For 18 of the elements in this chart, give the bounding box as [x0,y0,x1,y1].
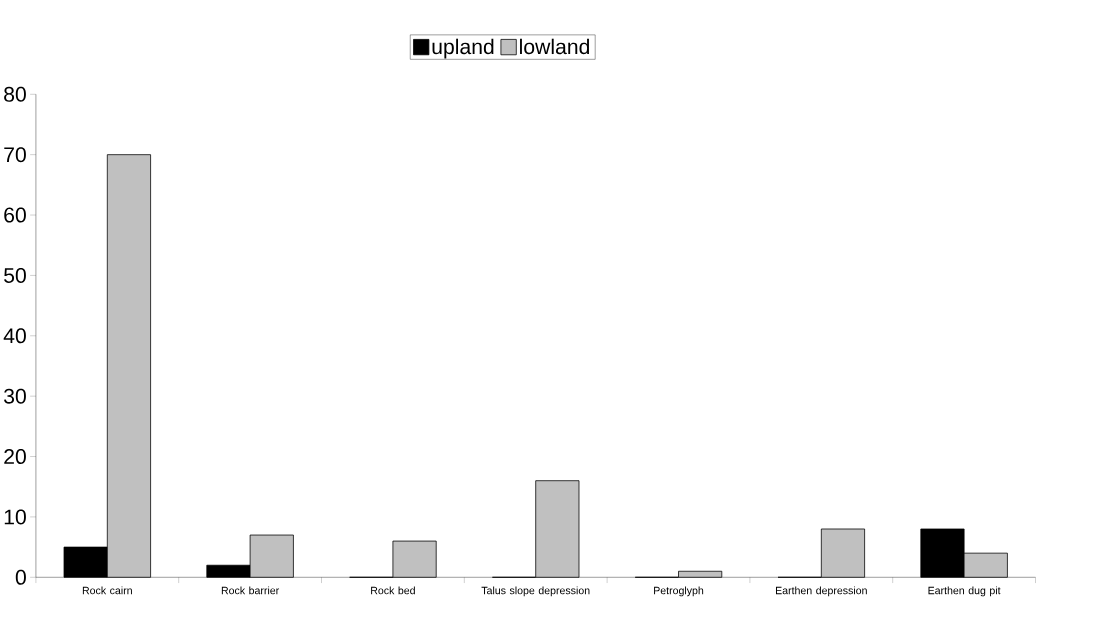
y-tick-label: 10 [4,509,26,525]
x-tick-label: Rock cairn [82,586,132,595]
y-tick-label: 50 [4,268,26,284]
legend-label: upland [432,38,494,59]
x-tick-label: Rock bed [371,586,415,595]
x-tick-label: Petroglyph [654,586,704,597]
legend-label: lowland [520,38,590,55]
x-tick-label: Earthen depression [776,586,867,597]
y-tick-label: 60 [4,207,26,223]
x-tick-label: Earthen dug pit [928,586,1001,597]
y-tick-label: 80 [4,87,26,102]
x-tick-label: Rock barrier [221,586,280,595]
y-tick-label: 30 [4,388,26,404]
y-tick-label: 70 [4,147,26,163]
y-tick-label: 20 [4,449,26,465]
y-tick-label: 0 [15,570,26,585]
x-tick-label: Talus slope depression [481,586,590,597]
y-tick-label: 40 [3,328,26,344]
